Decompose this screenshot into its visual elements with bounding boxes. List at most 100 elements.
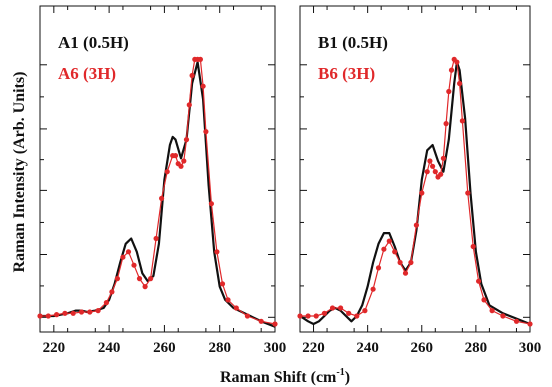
red-series-point	[397, 259, 403, 266]
red-series-point	[470, 243, 476, 250]
red-series-point	[313, 313, 319, 319]
x-tick-label: 260	[153, 340, 176, 356]
red-series-point	[109, 289, 115, 295]
red-series-point	[321, 310, 327, 316]
red-series-point	[489, 308, 495, 314]
red-series-point	[454, 59, 460, 65]
red-series-point	[329, 305, 336, 311]
red-series-point	[208, 201, 214, 207]
red-series-point	[114, 276, 120, 282]
red-series-point	[446, 88, 452, 95]
x-tick-label: 260	[411, 340, 434, 356]
x-tick-label: 280	[208, 340, 231, 356]
red-series-point	[413, 222, 419, 228]
red-series-point	[513, 318, 520, 324]
red-series-point	[408, 259, 414, 266]
red-series-point	[500, 313, 506, 319]
red-series-point	[78, 309, 85, 315]
right-panel: 220 240 260 280 300 B1 (0.5H) B6 (3H)	[297, 5, 542, 356]
red-series-point	[476, 278, 482, 284]
red-series-point	[70, 310, 76, 316]
red-series-line	[300, 58, 531, 325]
red-series-point	[465, 190, 471, 196]
red-series-point	[419, 190, 425, 196]
red-series-point	[386, 238, 392, 244]
red-series-point	[527, 321, 533, 327]
red-series-point	[338, 305, 344, 311]
red-series-point	[203, 129, 209, 135]
red-series-point	[103, 300, 109, 306]
left-plot-frame	[39, 5, 276, 333]
red-series-point	[432, 169, 438, 175]
red-series-point	[120, 254, 126, 260]
x-tick-label: 240	[98, 340, 121, 356]
x-axis-title-sup: -1	[336, 367, 344, 378]
red-series-point	[62, 310, 68, 316]
red-series-point	[354, 313, 360, 319]
right-plot-frame	[299, 5, 531, 333]
red-series-point	[153, 235, 159, 242]
red-series-point	[54, 312, 60, 318]
red-series-point	[381, 246, 387, 252]
red-series-point	[219, 281, 226, 287]
black-series-line	[299, 60, 531, 326]
red-series-point	[45, 313, 51, 319]
x-tick-label: 240	[356, 340, 379, 356]
red-series-point	[37, 313, 43, 319]
legend-right-b1: B1 (0.5H)	[318, 33, 388, 52]
red-series-point	[200, 83, 206, 89]
red-series-point	[131, 262, 137, 268]
red-series-point	[142, 284, 148, 290]
red-series-point	[457, 80, 463, 87]
y-axis-title: Raman Intensity (Arb. Units)	[11, 72, 28, 273]
red-series-point	[440, 155, 446, 161]
red-series-point	[346, 310, 352, 316]
red-series-point	[159, 195, 165, 201]
red-series-point	[424, 169, 430, 175]
red-series-point	[189, 72, 195, 79]
x-tick-label: 280	[465, 340, 488, 356]
red-series-point	[87, 309, 93, 315]
red-series-line	[40, 58, 276, 325]
red-series-point	[214, 249, 220, 255]
right-series	[297, 56, 533, 327]
red-series-point	[136, 276, 143, 282]
left-series	[37, 56, 278, 328]
red-series-point	[258, 318, 264, 324]
red-series-point	[125, 249, 132, 255]
red-series-point	[95, 308, 101, 314]
x-tick-label: 220	[302, 340, 325, 356]
red-series-point	[375, 265, 382, 271]
red-series-point	[181, 158, 187, 164]
red-series-point	[370, 286, 376, 292]
x-tick-label: 300	[519, 340, 542, 356]
legend-left-a6: A6 (3H)	[58, 64, 116, 83]
red-series-point	[459, 118, 465, 124]
red-series-point	[427, 158, 433, 164]
x-axis-title-tail: )	[345, 369, 350, 386]
red-series-point	[430, 163, 436, 169]
x-tick-label: 300	[264, 340, 287, 356]
red-series-point	[402, 270, 409, 276]
red-series-point	[448, 67, 455, 73]
red-series-point	[172, 153, 179, 159]
left-panel: 220 240 260 280 300 A1 (0.5H) A6 (3H)	[37, 5, 287, 356]
x-axis-title-main: Raman Shift (cm	[220, 369, 337, 386]
x-tick-label: 220	[43, 340, 66, 356]
red-series-point	[443, 121, 449, 127]
red-series-point	[392, 249, 398, 255]
red-series-point	[178, 163, 184, 169]
red-series-point	[244, 313, 250, 319]
right-ticks: 220 240 260 280 300	[299, 6, 542, 356]
black-series-line	[40, 60, 276, 328]
red-series-point	[186, 102, 192, 108]
left-ticks: 220 240 260 280 300	[39, 6, 287, 356]
red-series-point	[481, 297, 487, 303]
red-series-point	[305, 313, 311, 319]
red-series-point	[297, 313, 303, 319]
red-series-point	[272, 321, 278, 327]
red-series-point	[148, 276, 154, 282]
red-series-point	[225, 297, 231, 303]
legend-right-b6: B6 (3H)	[318, 64, 375, 83]
